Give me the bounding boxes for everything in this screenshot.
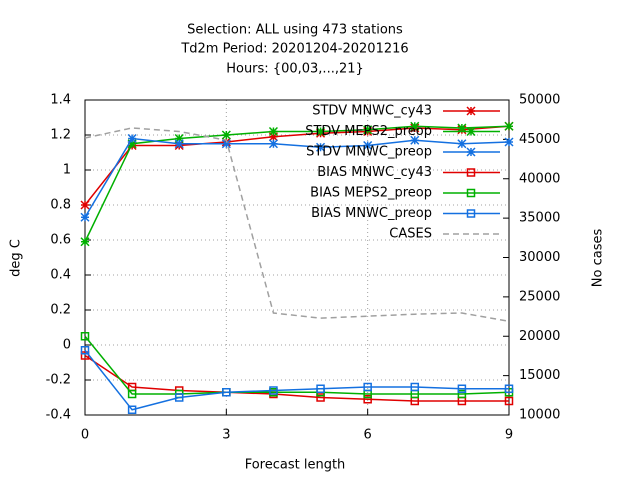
marker xyxy=(127,405,137,414)
marker xyxy=(363,140,373,151)
legend-marker xyxy=(466,106,476,116)
y-tick-label: -0.4 xyxy=(46,408,71,423)
marker xyxy=(174,393,184,402)
marker xyxy=(127,139,137,149)
y2-tick-label: 45000 xyxy=(519,132,560,147)
marker xyxy=(410,382,420,392)
marker xyxy=(268,139,278,149)
x-axis-label: Forecast length xyxy=(245,458,346,473)
marker xyxy=(80,237,90,247)
marker xyxy=(268,126,278,137)
y2-tick-label: 25000 xyxy=(519,289,560,304)
marker xyxy=(504,396,514,406)
y2-tick-label: 15000 xyxy=(519,368,560,383)
y-tick-label: -0.2 xyxy=(46,373,71,388)
y-tick-label: 1.2 xyxy=(50,128,71,143)
marker xyxy=(363,125,373,135)
series-line xyxy=(84,335,510,395)
x-tick-label: 3 xyxy=(222,428,230,443)
marker xyxy=(269,386,278,395)
title-line: Td2m Period: 20201204-20201216 xyxy=(180,42,408,57)
y2-tick-label: 40000 xyxy=(519,171,560,186)
y-tick-label: 1 xyxy=(63,163,71,178)
legend-label: STDV MNWC_preop xyxy=(306,145,432,160)
marker xyxy=(363,382,372,392)
marker xyxy=(457,384,467,393)
y2-tick-label: 10000 xyxy=(519,408,560,423)
y-axis-label: deg C xyxy=(9,239,24,277)
marker xyxy=(504,384,514,393)
series-line xyxy=(84,125,510,243)
marker xyxy=(80,332,90,341)
marker xyxy=(457,389,467,399)
marker xyxy=(174,133,184,144)
marker xyxy=(268,132,278,142)
marker xyxy=(504,121,514,131)
legend-marker xyxy=(466,209,476,218)
legend-marker xyxy=(466,126,476,137)
y-tick-label: 1.4 xyxy=(50,93,71,108)
marker xyxy=(316,126,326,137)
title-line: Selection: ALL using 473 stations xyxy=(187,23,403,38)
y-tick-label: 0.6 xyxy=(50,233,71,248)
legend-marker xyxy=(466,168,476,177)
y-tick-label: 0.2 xyxy=(50,303,71,318)
legend-label: BIAS MNWC_preop xyxy=(311,206,432,221)
marker xyxy=(127,133,137,144)
y2-tick-label: 30000 xyxy=(519,250,560,265)
marker xyxy=(221,139,231,149)
marker xyxy=(80,200,90,210)
marker xyxy=(363,395,372,404)
plot-frame xyxy=(84,99,510,416)
series-line xyxy=(84,349,509,411)
legend-label: CASES xyxy=(389,227,432,242)
marker xyxy=(457,123,467,133)
legend-label: STDV MNWC_cy43 xyxy=(312,104,432,119)
x-tick-label: 0 xyxy=(81,428,89,443)
marker xyxy=(80,346,90,355)
marker xyxy=(174,139,184,149)
marker xyxy=(410,121,420,131)
series-line xyxy=(84,127,510,323)
y-tick-label: 0 xyxy=(63,338,71,353)
series-line xyxy=(84,125,510,206)
marker xyxy=(316,142,326,152)
legend-label: BIAS MEPS2_preop xyxy=(310,186,432,201)
marker xyxy=(127,389,137,399)
y-tick-label: 0.8 xyxy=(50,198,71,213)
marker xyxy=(316,384,325,393)
legend-marker xyxy=(466,188,476,198)
y-tick-label: 0.4 xyxy=(50,268,71,283)
series-line xyxy=(84,137,510,218)
series-line xyxy=(84,354,509,402)
marker xyxy=(504,137,514,147)
marker xyxy=(80,212,90,222)
x-tick-label: 9 xyxy=(505,428,513,443)
y2-tick-label: 35000 xyxy=(519,211,560,226)
legend-marker xyxy=(466,147,476,157)
y2-axis-label: No cases xyxy=(591,229,606,288)
legend-label: STDV MEPS2_preop xyxy=(305,124,432,139)
marker xyxy=(222,388,231,397)
title-line: Hours: {00,03,...,21} xyxy=(226,62,364,77)
x-tick-label: 6 xyxy=(364,428,372,443)
marker xyxy=(410,135,420,145)
marker xyxy=(316,393,325,402)
marker xyxy=(221,130,231,140)
y2-tick-label: 50000 xyxy=(519,93,560,108)
legend-label: BIAS MNWC_cy43 xyxy=(317,165,432,180)
marker xyxy=(457,139,467,149)
y2-tick-label: 20000 xyxy=(519,329,560,344)
